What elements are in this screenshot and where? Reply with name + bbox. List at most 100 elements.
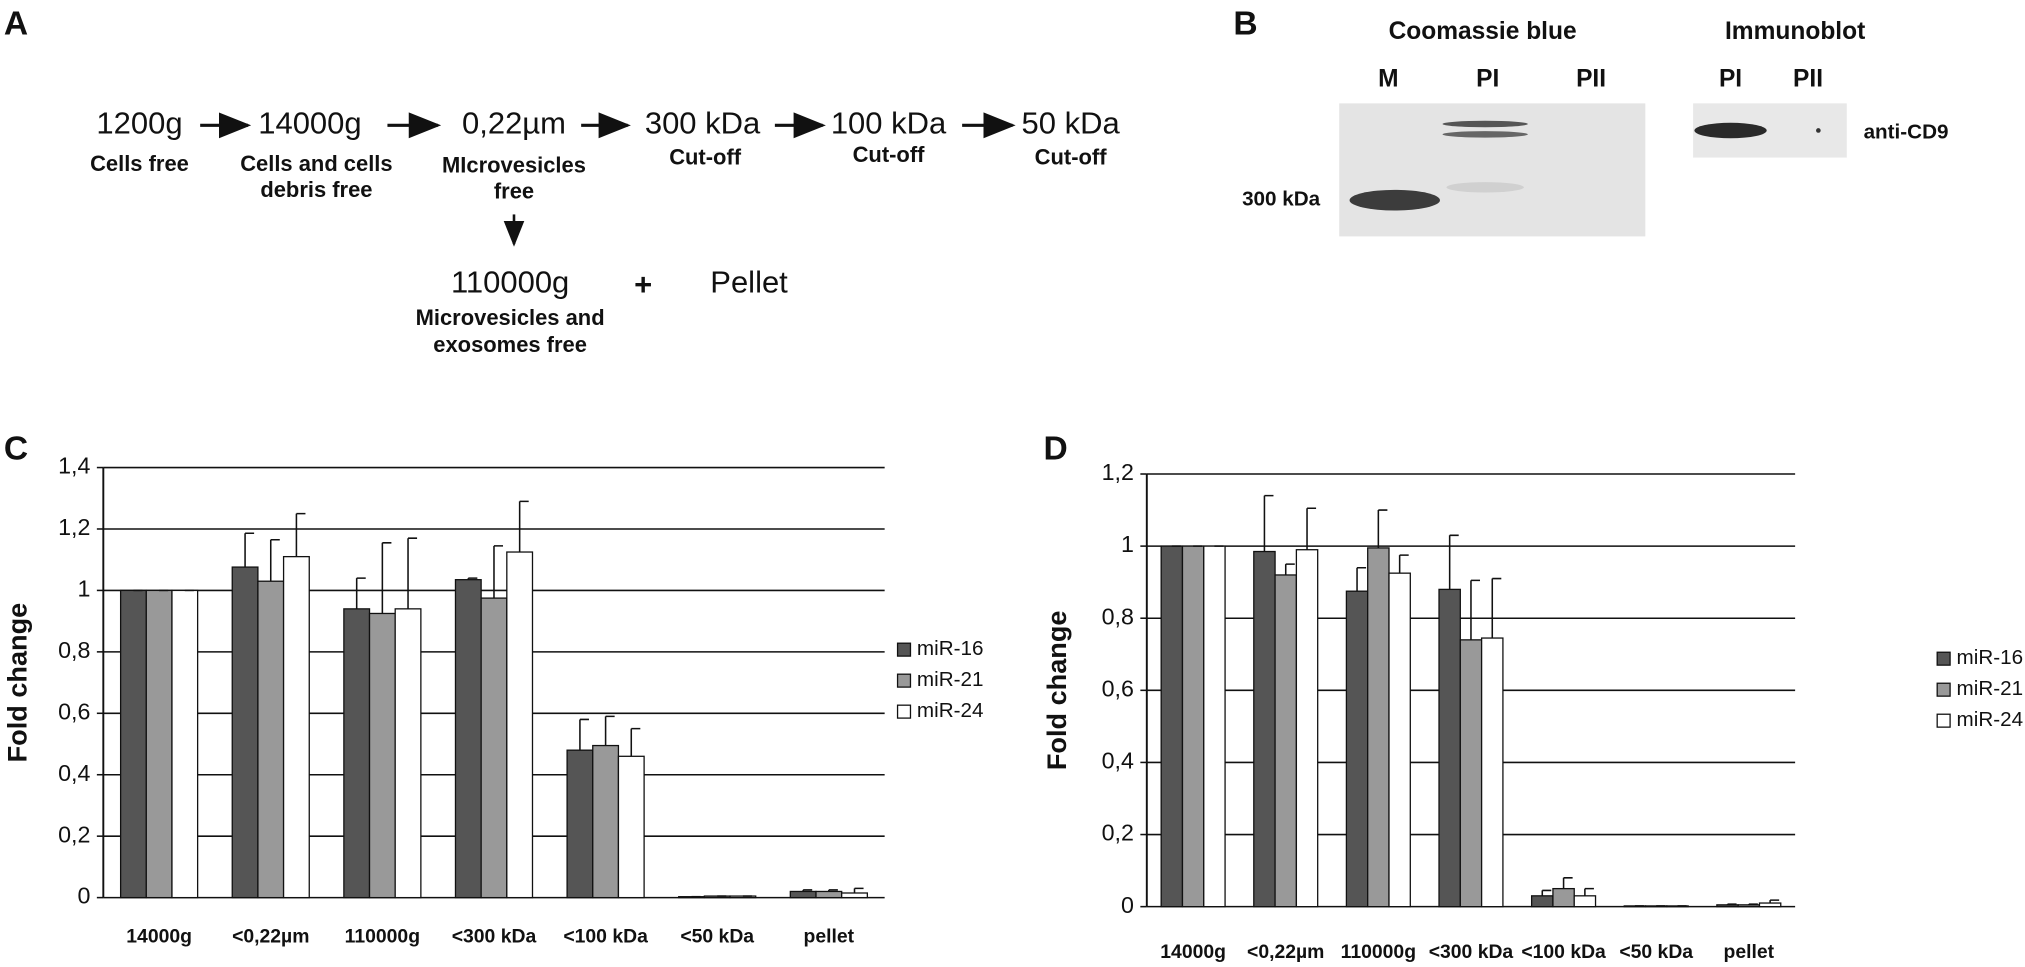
lane-label: PII (1793, 66, 1823, 93)
bar (480, 597, 508, 899)
legend-label: miR-16 (917, 637, 984, 660)
error-bar (853, 887, 864, 893)
gel-band (1446, 182, 1524, 193)
legend-swatch (1936, 713, 1951, 728)
legend-swatch (896, 673, 912, 688)
bar (841, 892, 868, 899)
error-bar (1562, 877, 1573, 889)
blot-band (1816, 128, 1821, 133)
bar (1181, 545, 1205, 908)
error-bar (493, 545, 504, 599)
panel-b: B Coomassie blue M PI PII 300 kDa Immuno… (1233, 6, 1949, 237)
bar (789, 890, 817, 899)
x-tick-label: <50 kDa (680, 926, 754, 948)
arrows (200, 112, 1016, 247)
error-bar (802, 889, 813, 892)
panel-letter: B (1233, 6, 1257, 43)
step-note: Cells and cells (240, 151, 392, 176)
bar (1552, 887, 1575, 908)
x-tick-label: 14000g (126, 926, 192, 948)
step-label: 300 kDa (645, 106, 761, 141)
step-note: Cut-off (853, 142, 926, 167)
y-tick-label: 0 (1121, 892, 1134, 918)
error-bar (269, 538, 280, 582)
error-bar (407, 537, 418, 609)
error-bar (1584, 887, 1594, 896)
bar (1758, 902, 1782, 908)
x-tick-label: <0,22µm (232, 926, 309, 948)
x-tick-label: pellet (804, 926, 855, 948)
legend-label: miR-24 (1957, 708, 2024, 731)
gel-band (1349, 189, 1440, 211)
bar (566, 749, 594, 899)
y-tick-label: 0,4 (58, 760, 90, 786)
bar (1203, 545, 1226, 908)
x-tick-label: <50 kDa (1619, 941, 1693, 963)
y-tick-label: 1,2 (58, 514, 90, 540)
step-label: 110000g (451, 264, 569, 299)
bar (368, 612, 396, 899)
bar (119, 589, 147, 899)
legend-label: miR-16 (1957, 646, 2024, 669)
error-bar (295, 512, 306, 557)
bar (1345, 590, 1369, 908)
legend-label: miR-21 (917, 668, 984, 691)
error-bar (604, 715, 615, 746)
panel-a: A 1200g Cells free 14000g Cells and cell… (4, 6, 1121, 357)
error-bar (1377, 509, 1388, 548)
step-label: 50 kDa (1022, 106, 1121, 141)
error-bar (1491, 577, 1502, 639)
y-tick-label: 0,6 (58, 698, 90, 724)
bar (394, 608, 422, 899)
bar (231, 566, 259, 899)
x-tick-label: <0,22µm (1247, 941, 1324, 963)
lane-label: PII (1576, 66, 1606, 93)
y-tick-label: 0,8 (1102, 603, 1134, 629)
bar (1274, 574, 1298, 908)
y-tick-label: 0,2 (58, 821, 90, 847)
panel-letter: C (4, 431, 28, 468)
bar (343, 608, 371, 899)
error-bar (630, 727, 641, 757)
step-label: 0,22µm (462, 106, 566, 141)
error-bar (1748, 903, 1758, 905)
legend-label: miR-21 (1957, 677, 2024, 700)
panel-letter: D (1043, 431, 1067, 468)
error-bar (1263, 494, 1274, 552)
bar (1530, 895, 1554, 908)
pellet-label: Pellet (710, 264, 788, 299)
error-bar (1769, 899, 1780, 904)
y-tick-label: 1,2 (1102, 459, 1134, 485)
y-tick-label: 0 (77, 883, 90, 909)
x-tick-label: pellet (1724, 941, 1775, 963)
step-label: 14000g (258, 106, 361, 141)
bar (1388, 572, 1411, 908)
lane-label: M (1378, 66, 1398, 93)
error-bar (1448, 534, 1459, 590)
legend-label: miR-24 (917, 699, 984, 722)
x-tick-label: <100 kDa (563, 926, 648, 948)
bar (1573, 895, 1597, 908)
step-note: exosomes free (433, 332, 587, 357)
bar (282, 555, 310, 899)
bar (1480, 637, 1504, 908)
bar (1295, 549, 1319, 908)
gel-title: Coomassie blue (1389, 18, 1577, 45)
bar (815, 890, 843, 899)
step-note: debris free (260, 177, 372, 202)
error-bar (828, 889, 838, 892)
step-note: Cells free (90, 151, 189, 176)
chart: D 0 0,2 0,4 0,6 0,8 1 1,2 14000g <0,22µm 110000g <3… (1041, 431, 2023, 964)
step-label: 1200g (96, 106, 182, 141)
y-tick-label: 0,8 (58, 637, 90, 663)
step-note: Microvesicles and (416, 305, 605, 330)
error-bar (1398, 554, 1409, 574)
error-bar (579, 718, 589, 751)
bar (454, 579, 482, 899)
bar (617, 755, 645, 899)
x-tick-label: 110000g (345, 926, 420, 948)
lane-label: PI (1719, 66, 1742, 93)
error-bar (1541, 889, 1552, 896)
legend-swatch (896, 642, 912, 657)
